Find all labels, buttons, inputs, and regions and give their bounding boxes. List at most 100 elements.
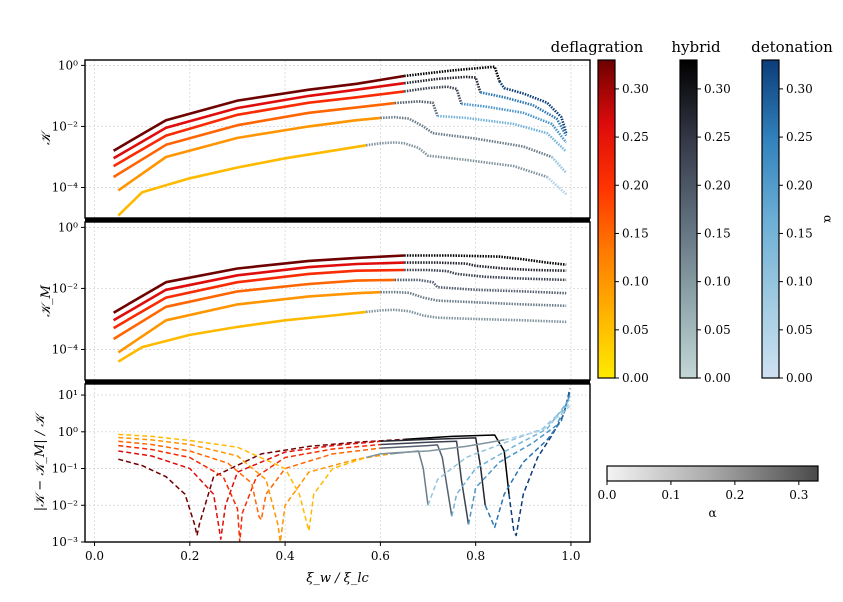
colorbar-detonation: 0.00 0.05 0.10 0.15 0.20 0.25 0.30 detonation α — [751, 38, 835, 385]
series-line-K-deflagration — [117, 116, 381, 192]
colorbar-tick-label: 0.15 — [786, 226, 813, 240]
colorbar-tick-label: 0.3 — [789, 488, 808, 502]
series-line-KM-deflagration — [117, 290, 381, 354]
xtick-label: 0.0 — [85, 549, 104, 563]
colorbar-axis-label: α — [821, 215, 835, 223]
series-line-KM-hybrid — [394, 278, 567, 295]
colorbar-tick-label: 0.0 — [597, 488, 616, 502]
series-line-diff-hybrid — [380, 444, 453, 517]
series-line-KM-deflagration — [117, 310, 367, 363]
colorbar-tick-label: 0.15 — [704, 226, 731, 240]
series-line-K-deflagration — [117, 144, 367, 217]
series-line-K-detonation — [550, 156, 568, 174]
colorbar-tick-label: 0.10 — [704, 275, 731, 289]
ytick-label: 10⁻³ — [52, 535, 79, 549]
series-line-diff-detonation — [484, 391, 571, 529]
colorbar-tick-label: 0.15 — [622, 226, 649, 240]
series-line-K-hybrid — [394, 100, 439, 117]
colorbar-tick-label: 0.30 — [786, 82, 813, 96]
colorbar-title: deflagration — [551, 38, 644, 56]
panel-K: 10⁰ 10⁻² 10⁻⁴ 𝒦 — [39, 58, 591, 219]
series-line-diff-deflagration — [118, 438, 405, 537]
panel-diff: 10¹ 10⁰ 10⁻¹ 10⁻² 10⁻³ |𝒦 − 𝒦_M| / 𝒦 — [33, 383, 591, 549]
ytick-label: 10⁻⁴ — [52, 180, 79, 194]
colorbar-tick-label: 0.20 — [786, 178, 813, 192]
colorbar-tick-label: 0.00 — [704, 371, 731, 385]
xtick-label: 1.0 — [561, 549, 580, 563]
series-line-K-detonation — [461, 102, 568, 144]
series-line-diff-deflagration — [118, 440, 381, 521]
series-line-KM-hybrid — [404, 268, 567, 282]
series-line-diff-deflagration — [118, 440, 381, 540]
series-line-KM-deflagration — [112, 261, 405, 322]
ytick-label: 10⁻¹ — [52, 462, 78, 476]
colorbar-axis-label: α — [708, 506, 716, 520]
ytick-label: 10⁻² — [52, 498, 79, 512]
xtick-label: 0.6 — [371, 549, 390, 563]
series-line-K-detonation — [546, 176, 568, 196]
colorbar-gradient — [606, 465, 819, 482]
xtick-label: 0.2 — [180, 549, 199, 563]
series-line-KM-deflagration — [112, 268, 405, 330]
ytick-label: 10⁰ — [58, 425, 78, 439]
colorbar-gradient — [597, 59, 616, 379]
series-line-K-hybrid — [380, 115, 553, 159]
series-line-K-deflagration — [112, 90, 405, 168]
series-line-diff-detonation — [508, 388, 571, 537]
colorbar-tick-label: 0.30 — [622, 82, 649, 96]
series-line-K-deflagration — [112, 74, 405, 152]
ytick-label: 10⁻⁴ — [52, 342, 79, 356]
colorbar-tick-label: 0.20 — [704, 178, 731, 192]
colorbar-horizontal: 0.0 0.1 0.2 0.3 α — [597, 465, 819, 520]
series-line-K-hybrid — [365, 141, 548, 179]
series-line-KM-hybrid — [365, 308, 567, 324]
colorbar-tick-label: 0.25 — [622, 130, 649, 144]
colorbar-tick-label: 0.10 — [622, 275, 649, 289]
series-line-KM-hybrid — [404, 261, 567, 272]
colorbar-tick-label: 0.05 — [786, 323, 813, 337]
colorbar-tick-label: 0.30 — [704, 82, 731, 96]
colorbar-deflagration: 0.00 0.05 0.10 0.15 0.20 0.25 0.30 deflagration — [551, 38, 649, 385]
colorbar-tick-label: 0.10 — [786, 275, 813, 289]
colorbar-tick-label: 0.25 — [704, 130, 731, 144]
ytick-label: 10⁰ — [58, 58, 78, 72]
series-line-diff-hybrid — [404, 434, 510, 495]
series-line-K-hybrid — [404, 65, 501, 82]
colorbar-hybrid: 0.00 0.05 0.10 0.15 0.20 0.25 0.30 hybrid — [671, 38, 730, 385]
axes-frame — [84, 383, 591, 543]
ytick-label: 10⁻² — [52, 119, 79, 133]
colorbar-gradient — [761, 59, 780, 379]
ytick-label: 10⁰ — [58, 220, 78, 234]
colorbar-tick-label: 0.20 — [622, 178, 649, 192]
series-line-K-hybrid — [404, 85, 463, 105]
ylabel: 𝒦_M — [39, 284, 54, 317]
series-line-K-deflagration — [112, 81, 405, 160]
colorbar-title: hybrid — [671, 38, 721, 56]
colorbar-gradient — [679, 59, 698, 379]
ytick-label: 10⁻² — [52, 281, 79, 295]
colorbar-tick-label: 0.05 — [622, 323, 649, 337]
series-line-diff-deflagration — [118, 436, 391, 542]
series-line-K-hybrid — [404, 75, 482, 93]
panel-KM: 10⁰ 10⁻² 10⁻⁴ 𝒦_M — [39, 220, 591, 381]
colorbar-tick-label: 0.00 — [786, 371, 813, 385]
series-line-diff-hybrid — [389, 450, 429, 506]
xtick-label: 0.4 — [276, 549, 295, 563]
series-line-KM-hybrid — [404, 254, 567, 266]
series-line-diff-hybrid — [380, 440, 470, 525]
colorbar-tick-label: 0.25 — [786, 130, 813, 144]
series-line-K-deflagration — [112, 101, 395, 179]
series-line-diff-detonation — [427, 402, 571, 506]
series-line-diff-deflagration — [118, 443, 381, 542]
series-line-K-detonation — [437, 114, 568, 153]
colorbar-tick-label: 0.1 — [661, 488, 680, 502]
series-line-KM-deflagration — [112, 278, 395, 341]
series-line-KM-deflagration — [112, 254, 405, 314]
colorbar-tick-label: 0.05 — [704, 323, 731, 337]
series-line-K-detonation — [498, 80, 568, 134]
ytick-label: 10¹ — [58, 388, 78, 402]
ylabel: 𝒦 — [39, 129, 54, 145]
ylabel: |𝒦 − 𝒦_M| / 𝒦 — [33, 411, 48, 512]
series-line-diff-detonation — [467, 394, 571, 525]
